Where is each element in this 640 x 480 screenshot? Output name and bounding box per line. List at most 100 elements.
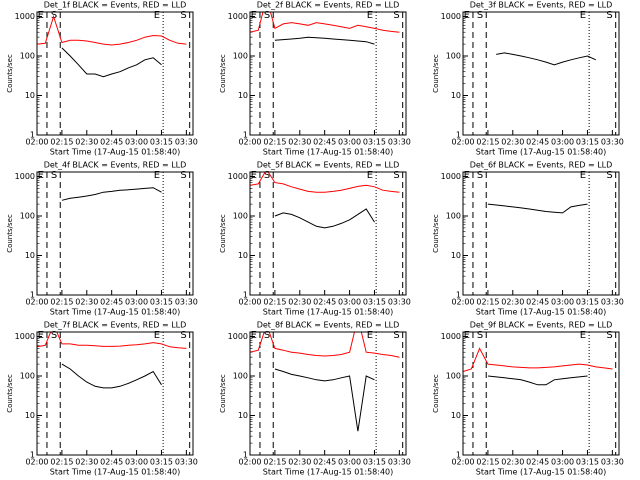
x-tick-label: 03:15 (576, 138, 599, 147)
marker-label: E (38, 330, 44, 341)
y-tick-label: 100 (233, 212, 248, 221)
marker-label: S (477, 170, 483, 181)
x-tick-label: 02:45 (100, 138, 123, 147)
marker-label: S (606, 10, 612, 21)
x-tick-label: 02:00 (238, 458, 261, 467)
marker-label: E (154, 330, 160, 341)
x-tick-label: 03:15 (363, 138, 386, 147)
marker-label: S (264, 10, 270, 21)
x-tick-label: 03:30 (175, 138, 198, 147)
x-tick-label: 02:30 (75, 298, 98, 307)
y-tick-label: 100 (233, 372, 248, 381)
x-tick-label: 02:15 (476, 458, 499, 467)
x-tick-label: 02:15 (263, 138, 286, 147)
chart-title: Det_9f BLACK = Events, RED = LLD (470, 321, 613, 330)
x-tick-label: 02:00 (25, 458, 48, 467)
y-tick-label: 10 (451, 251, 461, 260)
series-line (463, 347, 613, 372)
x-tick-label: 02:00 (238, 138, 261, 147)
y-tick-label: 10 (451, 411, 461, 420)
chart-title: Det_6f BLACK = Events, RED = LLD (470, 161, 613, 170)
marker-label: E (251, 10, 257, 21)
x-tick-label: 02:30 (75, 138, 98, 147)
y-tick-label: 1 (30, 451, 35, 460)
x-tick-label: 02:00 (451, 298, 474, 307)
series-line (250, 12, 400, 33)
x-tick-label: 02:15 (50, 298, 73, 307)
panel: Det_6f BLACK = Events, RED = LLD Start Ti… (432, 161, 624, 317)
series-line (274, 368, 375, 432)
series-line (61, 363, 162, 389)
series-line (250, 332, 400, 358)
y-axis-label: Counts/sec (432, 54, 440, 93)
marker-label: E (367, 10, 373, 21)
plot-frame (462, 331, 620, 456)
y-tick-label: 10 (25, 251, 35, 260)
y-axis-label: Counts/sec (219, 374, 227, 413)
marker-label: E (251, 170, 257, 181)
y-tick-label: 100 (446, 52, 461, 61)
y-tick-label: 10 (238, 411, 248, 420)
marker-label: S (477, 330, 483, 341)
x-tick-label: 02:30 (288, 298, 311, 307)
marker-label: E (580, 10, 586, 21)
x-tick-label: 02:15 (263, 458, 286, 467)
x-tick-label: 02:30 (501, 458, 524, 467)
y-tick-label: 1 (456, 131, 461, 140)
x-tick-label: 03:00 (551, 298, 574, 307)
marker-label: S (180, 10, 186, 21)
panel: Det_9f BLACK = Events, RED = LLD Start Ti… (432, 321, 624, 477)
chart-title: Det_1f BLACK = Events, RED = LLD (44, 1, 187, 10)
series-line (274, 208, 375, 229)
x-tick-label: 02:45 (526, 458, 549, 467)
marker-label: S (606, 170, 612, 181)
plot-frame (249, 11, 407, 136)
panel: Det_8f BLACK = Events, RED = LLD Start Ti… (219, 321, 411, 477)
y-tick-label: 1 (456, 291, 461, 300)
chart-title: Det_5f BLACK = Events, RED = LLD (257, 161, 400, 170)
y-tick-label: 1000 (228, 172, 248, 181)
series-line (37, 14, 187, 46)
series-line (487, 203, 588, 214)
x-tick-label: 03:15 (576, 458, 599, 467)
chart-title: Det_4f BLACK = Events, RED = LLD (44, 161, 187, 170)
x-tick-label: 02:15 (476, 298, 499, 307)
y-tick-label: 1 (456, 451, 461, 460)
x-tick-label: 03:30 (601, 138, 624, 147)
x-tick-label: 03:15 (150, 138, 173, 147)
x-tick-label: 03:15 (150, 458, 173, 467)
y-tick-label: 1000 (441, 332, 461, 341)
marker-label: S (606, 330, 612, 341)
y-tick-label: 1000 (441, 12, 461, 21)
y-tick-label: 1 (243, 451, 248, 460)
marker-label: E (464, 330, 470, 341)
x-tick-label: 02:15 (476, 138, 499, 147)
x-tick-label: 02:45 (100, 298, 123, 307)
x-tick-label: 02:45 (313, 458, 336, 467)
x-axis-label: Start Time (17-Aug-15 01:58:40) (476, 468, 607, 477)
x-axis-label: Start Time (17-Aug-15 01:58:40) (476, 308, 607, 317)
plot-frame (462, 171, 620, 296)
x-tick-label: 03:30 (601, 298, 624, 307)
y-tick-label: 10 (25, 411, 35, 420)
marker-label: S (264, 170, 270, 181)
y-axis-label: Counts/sec (219, 54, 227, 93)
y-tick-label: 100 (20, 52, 35, 61)
y-axis-label: Counts/sec (432, 374, 440, 413)
x-tick-label: 02:45 (526, 138, 549, 147)
series-line (37, 332, 187, 349)
x-tick-label: 02:45 (313, 298, 336, 307)
x-tick-label: 02:30 (288, 458, 311, 467)
y-axis-label: Counts/sec (6, 214, 14, 253)
panel: Det_1f BLACK = Events, RED = LLD Start Ti… (6, 1, 198, 157)
marker-label: E (464, 10, 470, 21)
y-axis-label: Counts/sec (219, 214, 227, 253)
y-tick-label: 1000 (228, 12, 248, 21)
marker-label: S (51, 10, 57, 21)
y-tick-label: 100 (20, 212, 35, 221)
x-tick-label: 02:00 (451, 138, 474, 147)
series-line (61, 187, 162, 201)
marker-label: E (367, 330, 373, 341)
x-tick-label: 03:15 (363, 458, 386, 467)
